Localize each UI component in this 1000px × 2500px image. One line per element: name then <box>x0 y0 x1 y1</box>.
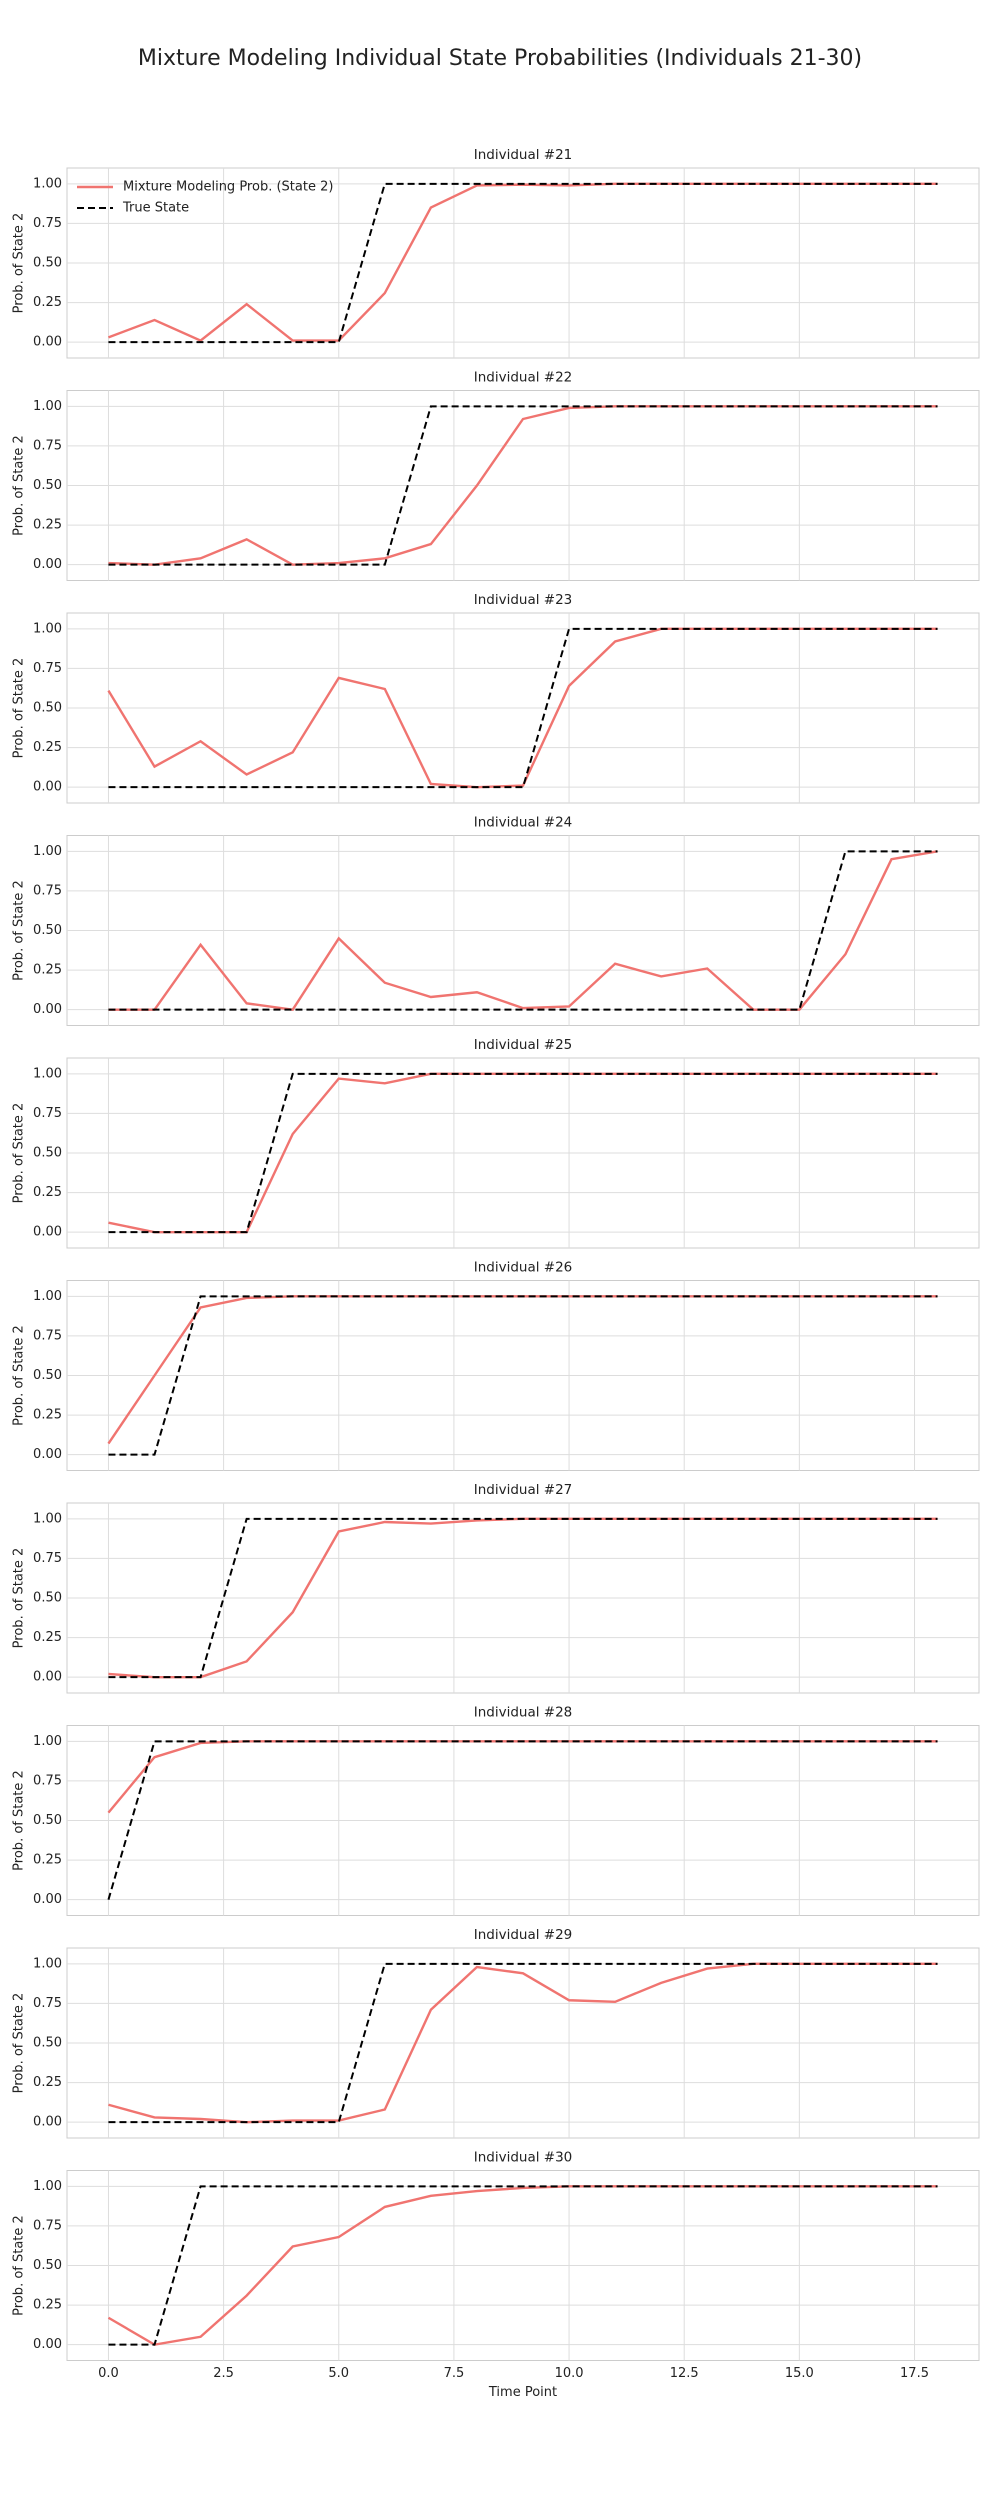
series-line <box>108 850 938 1011</box>
y-tick-label: 0.75 <box>33 1328 62 1343</box>
y-tick-label: 0.75 <box>33 1551 62 1566</box>
subplot-title: Individual #30 <box>474 2150 573 2166</box>
y-tick-label: 0.00 <box>33 557 62 572</box>
y-axis-label: Prob. of State 2 <box>12 1993 27 2094</box>
y-tick-label: 1.00 <box>33 844 62 859</box>
y-tick-label: 1.00 <box>33 2179 62 2194</box>
y-tick-label: 0.75 <box>33 216 62 231</box>
y-axis-label: Prob. of State 2 <box>12 213 27 314</box>
y-tick-label: 0.50 <box>33 1591 62 1606</box>
x-tick-label: 17.5 <box>900 2366 929 2381</box>
y-tick-label: 1.00 <box>33 1511 62 1526</box>
y-tick-label: 0.00 <box>33 1002 62 1017</box>
series-line <box>108 627 938 789</box>
subplot-title: Individual #25 <box>474 1037 573 1053</box>
x-tick-label: 12.5 <box>670 2366 699 2381</box>
x-axis-label: Time Point <box>488 2385 557 2400</box>
series-line <box>107 1740 938 1900</box>
y-tick-label: 0.50 <box>33 701 62 716</box>
subplot-title: Individual #27 <box>474 1482 573 1498</box>
series-line <box>108 2185 938 2346</box>
subplot-title: Individual #29 <box>474 1927 573 1943</box>
y-tick-label: 0.00 <box>33 1670 62 1685</box>
series-line <box>108 1517 938 1679</box>
y-tick-label: 0.25 <box>33 1185 62 1200</box>
series-line <box>108 1962 938 2124</box>
y-axis-label: Prob. of State 2 <box>12 880 27 981</box>
y-tick-label: 1.00 <box>33 621 62 636</box>
y-tick-label: 0.25 <box>33 2075 62 2090</box>
subplot-title: Individual #26 <box>474 1260 573 1276</box>
subplot-title: Individual #23 <box>474 592 573 608</box>
y-tick-label: 0.25 <box>33 1408 62 1423</box>
y-tick-label: 0.50 <box>33 1368 62 1383</box>
figure-title: Mixture Modeling Individual State Probab… <box>138 46 862 71</box>
y-tick-label: 0.00 <box>33 1447 62 1462</box>
x-tick-label: 10.0 <box>555 2366 584 2381</box>
y-axis-label: Prob. of State 2 <box>12 2215 27 2316</box>
series-line <box>108 850 938 1011</box>
y-tick-label: 1.00 <box>33 1734 62 1749</box>
x-tick-label: 0.0 <box>98 2366 119 2381</box>
y-axis-label: Prob. of State 2 <box>12 435 27 536</box>
y-tick-label: 1.00 <box>33 1956 62 1971</box>
series-line <box>108 405 938 566</box>
legend-label: True State <box>122 201 189 216</box>
y-tick-label: 0.75 <box>33 1773 62 1788</box>
y-tick-label: 0.00 <box>33 1892 62 1907</box>
y-tick-label: 0.50 <box>33 256 62 271</box>
y-axis-label: Prob. of State 2 <box>12 1103 27 1204</box>
y-tick-label: 0.00 <box>33 1225 62 1240</box>
y-tick-label: 1.00 <box>33 176 62 191</box>
y-tick-label: 1.00 <box>33 399 62 414</box>
y-axis-label: Prob. of State 2 <box>12 658 27 759</box>
y-tick-label: 0.75 <box>33 2218 62 2233</box>
y-tick-label: 0.25 <box>33 1630 62 1645</box>
y-tick-label: 0.25 <box>33 1853 62 1868</box>
y-tick-label: 1.00 <box>33 1289 62 1304</box>
y-tick-label: 0.50 <box>33 478 62 493</box>
y-tick-label: 1.00 <box>33 1066 62 1081</box>
y-axis-label: Prob. of State 2 <box>12 1770 27 1871</box>
x-tick-label: 7.5 <box>444 2366 465 2381</box>
y-tick-label: 0.25 <box>33 295 62 310</box>
series-line <box>108 1295 938 1456</box>
subplot-title: Individual #22 <box>474 370 573 386</box>
y-axis-label: Prob. of State 2 <box>12 1325 27 1426</box>
y-tick-label: 0.00 <box>33 335 62 350</box>
y-tick-label: 0.75 <box>33 661 62 676</box>
y-tick-label: 0.25 <box>33 740 62 755</box>
y-tick-label: 0.25 <box>33 2298 62 2313</box>
y-tick-label: 0.50 <box>33 1146 62 1161</box>
y-tick-label: 0.75 <box>33 883 62 898</box>
y-tick-label: 0.50 <box>33 2258 62 2273</box>
y-tick-label: 0.00 <box>33 2337 62 2352</box>
y-tick-label: 0.50 <box>33 923 62 938</box>
y-axis-label: Prob. of State 2 <box>12 1548 27 1649</box>
y-tick-label: 0.25 <box>33 518 62 533</box>
y-tick-label: 0.50 <box>33 2036 62 2051</box>
y-tick-label: 0.25 <box>33 963 62 978</box>
subplot-title: Individual #28 <box>474 1705 573 1721</box>
series-line <box>108 182 938 344</box>
x-tick-label: 5.0 <box>328 2366 349 2381</box>
x-tick-label: 15.0 <box>785 2366 814 2381</box>
series-line <box>108 1072 938 1234</box>
y-tick-label: 0.75 <box>33 1106 62 1121</box>
y-tick-label: 0.50 <box>33 1813 62 1828</box>
y-tick-label: 0.00 <box>33 2115 62 2130</box>
x-tick-label: 2.5 <box>213 2366 234 2381</box>
subplot-title: Individual #21 <box>474 147 573 163</box>
y-tick-label: 0.00 <box>33 780 62 795</box>
y-tick-label: 0.75 <box>33 438 62 453</box>
y-tick-label: 0.75 <box>33 1996 62 2011</box>
legend-label: Mixture Modeling Prob. (State 2) <box>123 180 333 195</box>
subplot-title: Individual #24 <box>474 815 573 831</box>
